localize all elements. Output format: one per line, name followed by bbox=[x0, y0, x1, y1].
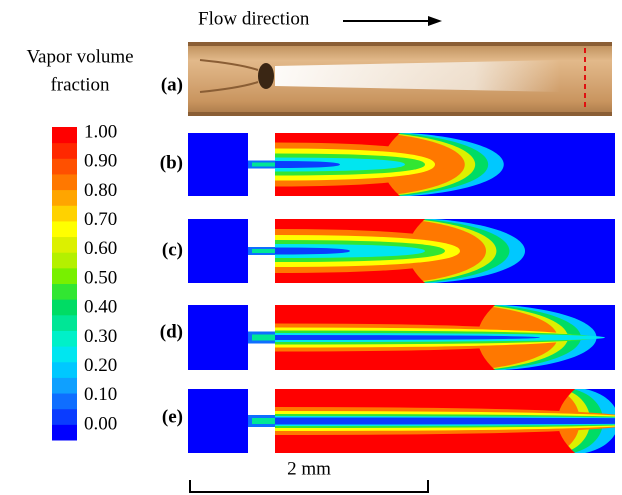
colorbar-band bbox=[52, 189, 77, 206]
colorbar-band bbox=[52, 267, 77, 284]
colorbar-band bbox=[52, 346, 77, 363]
colorbar-band bbox=[52, 393, 77, 410]
channel-core bbox=[252, 249, 275, 253]
colorbar-band bbox=[52, 283, 77, 300]
colorbar-tick-label: 0.00 bbox=[84, 413, 117, 434]
contour-panel bbox=[188, 133, 615, 196]
colorbar-band bbox=[52, 127, 77, 144]
colorbar-tick-label: 0.70 bbox=[84, 209, 117, 230]
colorbar-tick-label: 0.10 bbox=[84, 384, 117, 405]
colorbar-band bbox=[52, 220, 77, 238]
contour-core bbox=[275, 417, 615, 425]
panel-label: (a) bbox=[161, 74, 183, 95]
contour-core bbox=[275, 335, 540, 340]
colorbar-tick-label: 0.30 bbox=[84, 326, 117, 347]
contour-panel bbox=[188, 305, 615, 370]
colorbar-title: Vapor volume bbox=[26, 46, 133, 67]
colorbar-band bbox=[52, 408, 77, 425]
contour-panel bbox=[188, 389, 615, 453]
colorbar-band bbox=[52, 158, 77, 175]
colorbar-tick-label: 0.50 bbox=[84, 267, 117, 288]
colorbar-title: fraction bbox=[50, 74, 110, 95]
colorbar-tick-label: 1.00 bbox=[84, 121, 117, 142]
colorbar-tick-label: 0.60 bbox=[84, 238, 117, 259]
photo bbox=[188, 42, 612, 116]
colorbar-band bbox=[52, 299, 77, 316]
channel-core bbox=[252, 162, 275, 167]
colorbar-tick-label: 0.40 bbox=[84, 297, 117, 318]
panel-label: (b) bbox=[160, 152, 183, 173]
panel-label: (d) bbox=[160, 321, 183, 342]
colorbar-band bbox=[52, 377, 77, 394]
contour-core bbox=[275, 247, 350, 255]
panel-label: (c) bbox=[162, 239, 183, 260]
colorbar-band bbox=[52, 330, 77, 347]
colorbar-band bbox=[52, 314, 77, 331]
channel-core bbox=[252, 418, 275, 424]
channel-core bbox=[252, 334, 275, 341]
colorbar-band bbox=[52, 142, 77, 159]
scale-bar bbox=[189, 480, 429, 493]
colorbar-tick-label: 0.20 bbox=[84, 355, 117, 376]
flow-arrow-head bbox=[428, 16, 442, 26]
colorbar-band bbox=[52, 361, 77, 378]
colorbar-band bbox=[52, 173, 77, 191]
colorbar-tick-label: 0.80 bbox=[84, 180, 117, 201]
contour-core bbox=[275, 161, 340, 168]
colorbar-band bbox=[52, 424, 77, 441]
flow-label: Flow direction bbox=[198, 8, 310, 29]
contour-panel bbox=[188, 219, 615, 283]
scale-bar-label: 2 mm bbox=[287, 458, 331, 479]
colorbar-band bbox=[52, 252, 77, 269]
colorbar-band bbox=[52, 205, 77, 222]
panel-label: (e) bbox=[162, 406, 183, 427]
colorbar-tick-label: 0.90 bbox=[84, 151, 117, 172]
colorbar-band bbox=[52, 236, 77, 253]
